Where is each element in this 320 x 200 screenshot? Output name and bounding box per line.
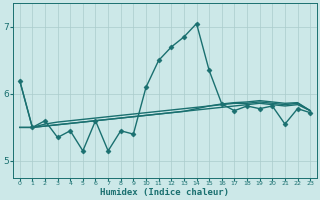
X-axis label: Humidex (Indice chaleur): Humidex (Indice chaleur)	[100, 188, 229, 197]
